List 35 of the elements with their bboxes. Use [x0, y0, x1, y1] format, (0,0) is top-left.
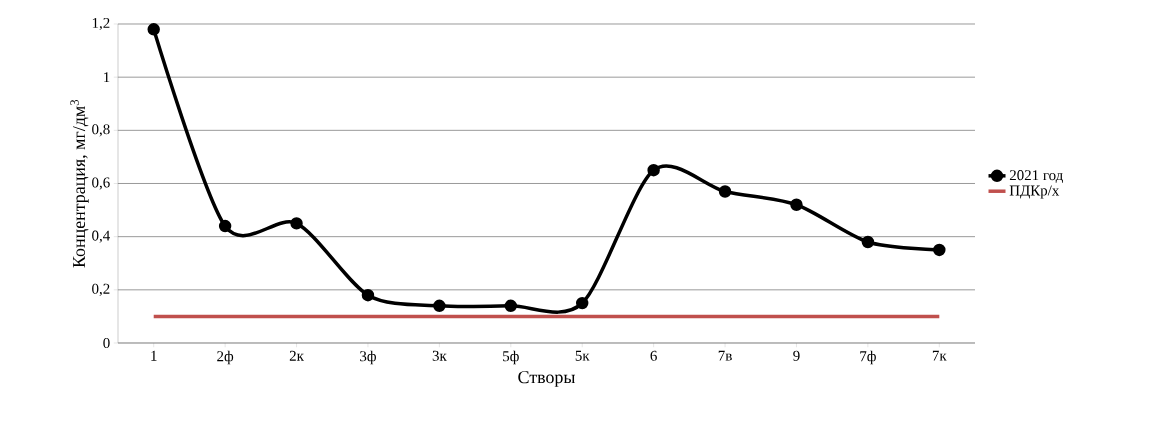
y-axis-title: Концентрация, мг/дм$^{3}$: [70, 99, 89, 268]
x-tick-label: 7к: [932, 350, 947, 361]
legend-label: 2021 год: [1009, 170, 1063, 183]
x-tick-label: 5ф: [503, 350, 519, 365]
x-tick-label: 3ф: [360, 350, 376, 365]
x-tick-label: 9: [793, 350, 800, 361]
x-tick-label: 6: [650, 350, 657, 361]
y-tick-label: 0,8: [92, 124, 110, 137]
x-tick-label: 2к: [289, 350, 304, 361]
y-tick-label: 1: [104, 72, 110, 83]
y-tick-label: 0,6: [92, 177, 110, 190]
point: [861, 235, 875, 249]
legend-label: ПДКр/х: [1009, 185, 1060, 199]
point: [290, 217, 303, 230]
y-tick-label: 0,2: [92, 283, 110, 296]
x-axis-title: Створы: [518, 371, 576, 387]
y-tick-label: 1,2: [92, 17, 110, 31]
x-tick-label: 3к: [432, 350, 447, 361]
y-tick-label: 0: [103, 337, 110, 349]
point: [933, 243, 946, 257]
x-tick-label: 7ф: [860, 350, 876, 365]
point: [433, 299, 446, 313]
x-tick-label: 7в: [718, 350, 732, 361]
point: [361, 288, 375, 302]
x-tick-label: 2ф: [217, 350, 234, 365]
y-tick-label: 0,4: [92, 230, 110, 243]
point: [218, 219, 232, 233]
point: [575, 296, 589, 310]
x-tick-label: 5к: [575, 350, 590, 361]
point: [504, 299, 518, 313]
point: [790, 198, 803, 211]
x-tick-label: 1: [151, 350, 157, 361]
point: [647, 163, 660, 177]
point: [718, 185, 732, 198]
point: [147, 23, 160, 36]
